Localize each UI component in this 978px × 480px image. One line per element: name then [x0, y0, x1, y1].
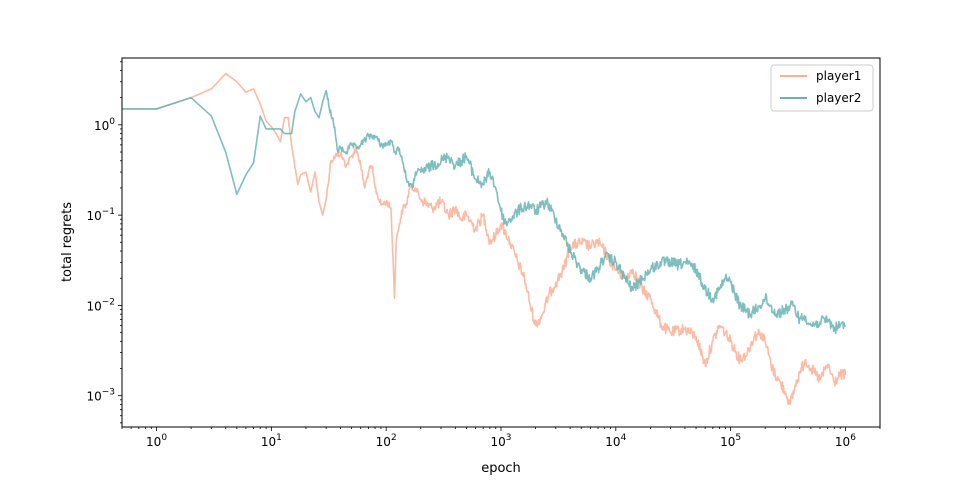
tick-layer: 100 101 102 103 104 105 106 100 10−1 10−2 10−3	[86, 61, 881, 449]
y-axis-label: total regrets	[60, 202, 75, 282]
x-tick-label: 104	[605, 433, 626, 449]
y-tick-label: 10−2	[86, 297, 115, 313]
y-tick-label: 10−3	[86, 388, 115, 404]
x-tick-label: 105	[720, 433, 741, 449]
y-tick-label: 100	[94, 117, 115, 133]
x-tick-label: 106	[835, 433, 856, 449]
legend: player1 player2	[770, 64, 874, 112]
x-axis-label: epoch	[481, 461, 521, 476]
x-tick-label: 102	[376, 433, 397, 449]
x-tick-label: 100	[146, 433, 167, 449]
legend-label-player1: player1	[816, 69, 861, 83]
x-tick-label: 103	[490, 433, 511, 449]
series-line-player2	[122, 89, 847, 335]
x-tick-label: 101	[261, 433, 282, 449]
series-line-player1	[122, 72, 847, 406]
y-tick-label: 10−1	[86, 207, 115, 223]
legend-label-player2: player2	[816, 91, 861, 105]
series-layer	[122, 72, 847, 406]
